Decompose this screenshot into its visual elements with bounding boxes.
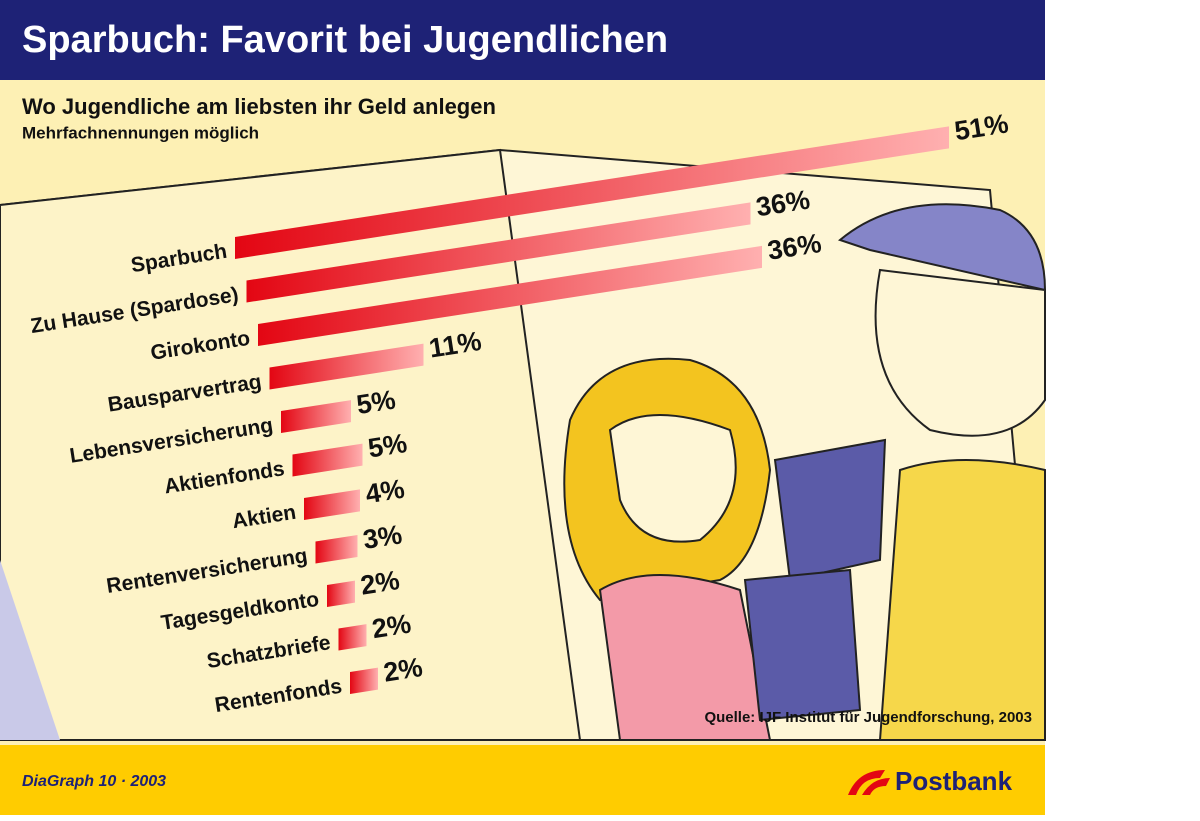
girl-face [608,414,737,543]
boy-shirt [878,459,1046,741]
note: Mehrfachnennungen möglich [22,123,259,142]
book-edge [0,560,60,740]
bar [235,126,949,259]
cap [837,203,1047,292]
value-label: 2% [358,565,401,601]
book-held [773,438,887,582]
value-label: 2% [370,609,413,645]
value-label: 2% [381,652,424,688]
bar [281,400,351,433]
title: Sparbuch: Favorit bei Jugendlichen [22,19,668,61]
bar [269,343,424,390]
value-label: 5% [366,428,409,464]
bar [304,489,360,520]
book-held-2 [743,568,862,722]
bar [292,443,363,477]
logo: Postbank [848,766,1013,796]
footer-band [0,745,1045,815]
source: Quelle: IJF Institut für Jugendforschung… [704,709,1032,726]
bar [246,202,751,303]
footer: DiaGraph 10 · 2003 [22,773,166,790]
value-label: 5% [354,385,397,421]
value-label: 4% [363,474,406,510]
value-label: 3% [361,519,404,555]
boy-face [874,268,1046,437]
bar [258,245,762,346]
header-band [0,0,1045,80]
girl-shirt [598,574,772,741]
subtitle: Wo Jugendliche am liebsten ihr Geld anle… [22,94,496,119]
bar [350,667,378,694]
bar [327,580,355,607]
bar [315,534,358,564]
bar [338,624,367,651]
brand: Postbank [895,766,1013,796]
